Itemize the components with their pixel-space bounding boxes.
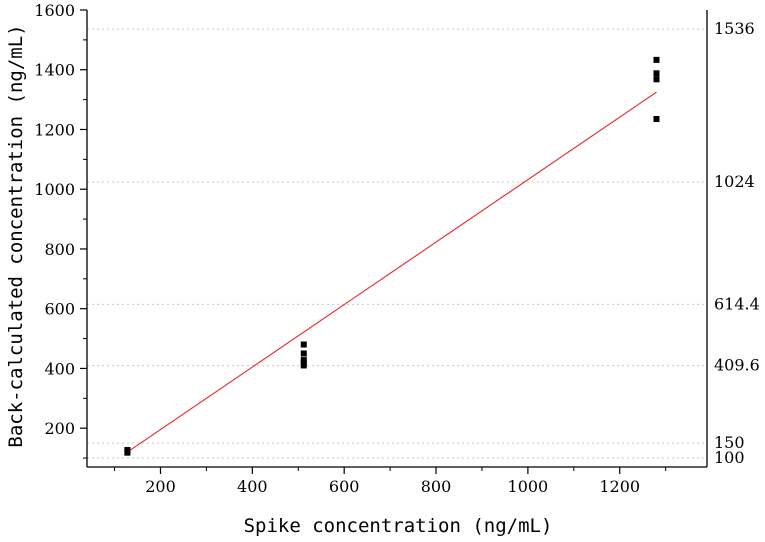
x-axis-title: Spike concentration (ng/mL) [244,515,553,537]
reference-line-label: 409.6 [714,356,760,375]
fit-line-layer [127,91,657,453]
reference-line-label: 1536 [714,19,755,38]
y-tick-label: 1600 [34,1,75,20]
y-tick-label: 1000 [34,180,75,199]
reference-line-label: 614.4 [714,294,760,313]
reference-line-label: 1024 [714,172,755,191]
data-points [124,56,660,456]
reference-line-label: 100 [714,448,745,467]
y-tick-label: 800 [44,240,75,259]
axes: 200 400 600 800 1000 1200 200 400 600 800 1000 1200… [34,1,708,496]
x-tick-label: 800 [421,477,452,496]
y-tick-label: 1200 [34,120,75,139]
fit-line [127,91,657,453]
data-point [300,350,307,357]
x-tick-label: 400 [237,477,268,496]
x-tick-label: 1000 [508,477,549,496]
data-point [653,116,660,123]
data-point [300,341,307,348]
y-tick-label: 1400 [34,61,75,80]
reference-line-label: 150 [714,433,745,452]
data-point [124,446,131,453]
data-point [653,56,660,63]
data-point [300,357,307,364]
y-tick-label: 400 [44,359,75,378]
y-axis-title: Back-calculated concentration (ng/mL) [5,24,27,447]
y-tick-label: 600 [44,300,75,319]
x-tick-label: 1200 [599,477,640,496]
x-tick-label: 600 [329,477,360,496]
data-point [653,76,660,83]
y-tick-label: 200 [44,419,75,438]
x-tick-label: 200 [145,477,176,496]
data-point [653,70,660,77]
